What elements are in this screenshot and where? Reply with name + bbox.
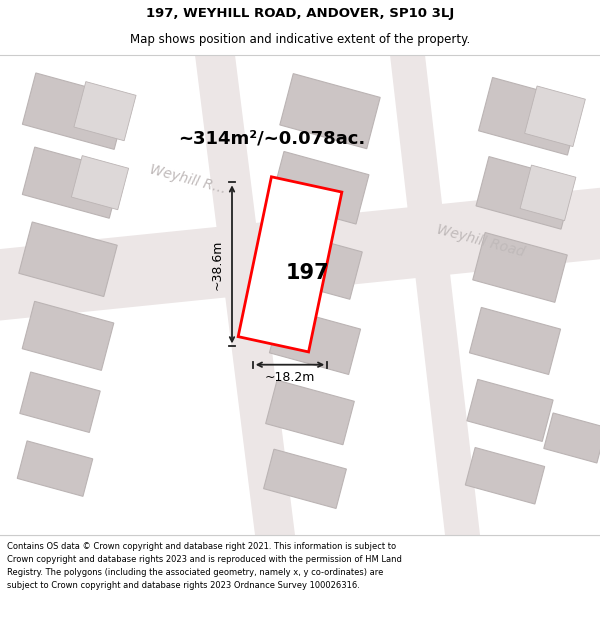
Text: 197, WEYHILL ROAD, ANDOVER, SP10 3LJ: 197, WEYHILL ROAD, ANDOVER, SP10 3LJ <box>146 8 454 20</box>
Polygon shape <box>263 449 346 509</box>
Polygon shape <box>0 188 600 321</box>
Polygon shape <box>17 441 93 496</box>
Text: 197: 197 <box>286 262 330 282</box>
Polygon shape <box>74 82 136 141</box>
Polygon shape <box>71 156 128 210</box>
Text: ~314m²/~0.078ac.: ~314m²/~0.078ac. <box>178 130 365 148</box>
Polygon shape <box>280 74 380 149</box>
Polygon shape <box>390 55 480 535</box>
Text: ~18.2m: ~18.2m <box>265 371 315 384</box>
Polygon shape <box>195 55 295 535</box>
Polygon shape <box>466 448 545 504</box>
Polygon shape <box>22 73 128 149</box>
Polygon shape <box>520 165 576 221</box>
Polygon shape <box>469 308 560 374</box>
Polygon shape <box>473 232 567 302</box>
Polygon shape <box>269 308 361 374</box>
Text: Map shows position and indicative extent of the property.: Map shows position and indicative extent… <box>130 33 470 46</box>
Polygon shape <box>271 151 369 224</box>
Polygon shape <box>467 379 553 441</box>
Polygon shape <box>524 86 586 146</box>
Polygon shape <box>22 301 114 371</box>
Text: Weyhill R…: Weyhill R… <box>148 162 227 196</box>
Polygon shape <box>266 380 355 445</box>
Polygon shape <box>544 413 600 463</box>
Text: Weyhill Road: Weyhill Road <box>435 222 526 259</box>
Polygon shape <box>476 157 574 229</box>
Polygon shape <box>19 222 117 296</box>
Polygon shape <box>238 177 342 352</box>
Polygon shape <box>20 372 100 432</box>
Text: ~38.6m: ~38.6m <box>211 239 224 289</box>
Polygon shape <box>479 78 581 155</box>
Text: Contains OS data © Crown copyright and database right 2021. This information is : Contains OS data © Crown copyright and d… <box>7 542 402 590</box>
Polygon shape <box>22 147 122 218</box>
Polygon shape <box>268 229 362 299</box>
